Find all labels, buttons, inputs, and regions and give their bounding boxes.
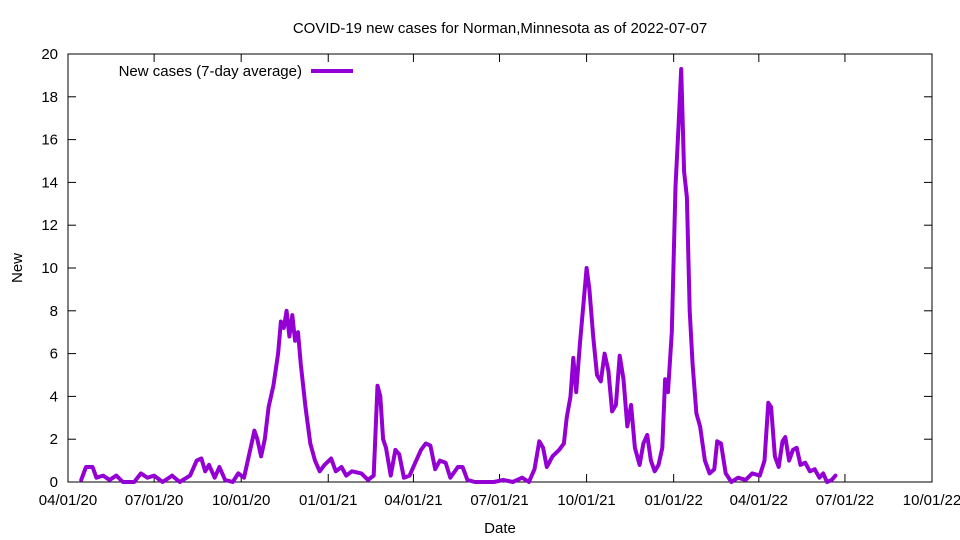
x-tick-label: 04/01/21 (384, 492, 442, 509)
y-axis-label: New (9, 253, 26, 283)
chart-title: COVID-19 new cases for Norman,Minnesota … (293, 20, 707, 37)
x-tick-label: 04/01/22 (730, 492, 788, 509)
y-tick-label: 10 (41, 260, 58, 277)
y-tick-label: 18 (41, 89, 58, 106)
legend: New cases (7-day average) (119, 63, 353, 80)
plot-frame (67, 53, 933, 483)
y-tick-label: 0 (50, 474, 58, 491)
y-tick-label: 2 (50, 431, 58, 448)
x-tick-label: 07/01/21 (470, 492, 528, 509)
y-tick-label: 12 (41, 217, 58, 234)
y-axis-title: New (9, 253, 26, 283)
series-line-new-cases (79, 67, 838, 484)
x-tick-label: 01/01/21 (299, 492, 357, 509)
x-tick-label: 01/01/22 (644, 492, 702, 509)
legend-label: New cases (7-day average) (119, 63, 302, 80)
x-tick-label: 04/01/20 (39, 492, 97, 509)
x-tick-label: 07/01/22 (816, 492, 874, 509)
x-axis-ticks: 04/01/20 07/01/20 10/01/20 01/01/21 04/01/21… (39, 54, 960, 509)
y-axis-ticks: 0 2 4 6 8 10 12 14 16 18 20 (41, 46, 932, 491)
x-tick-label: 10/01/21 (557, 492, 615, 509)
y-tick-label: 4 (50, 388, 58, 405)
x-tick-label: 10/01/20 (212, 492, 270, 509)
x-tick-label: 10/01/22 (903, 492, 960, 509)
y-tick-label: 8 (50, 303, 58, 320)
y-tick-label: 20 (41, 46, 58, 63)
y-tick-label: 16 (41, 132, 58, 149)
x-tick-label: 07/01/20 (125, 492, 183, 509)
x-axis-label: Date (484, 520, 516, 537)
y-tick-label: 14 (41, 174, 58, 191)
y-tick-label: 6 (50, 346, 58, 363)
